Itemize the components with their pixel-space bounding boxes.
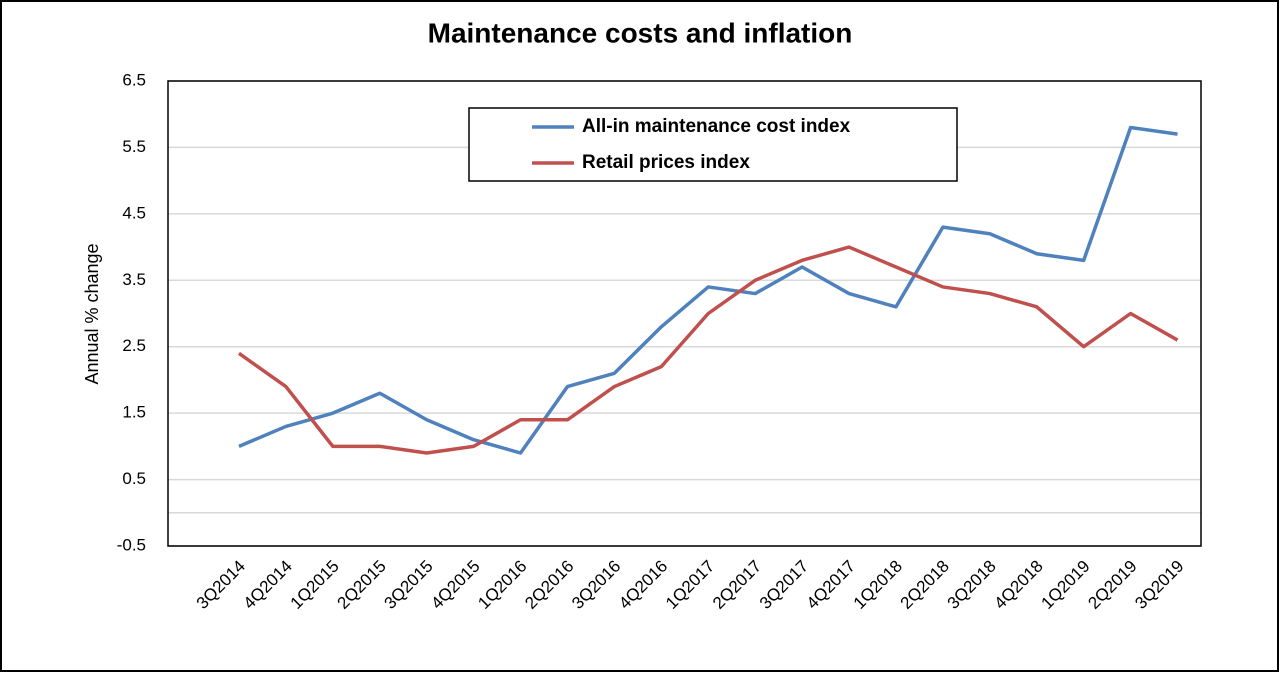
y-tick-label: -0.5 <box>117 535 146 554</box>
series-line <box>238 125 1178 455</box>
chart-title: Maintenance costs and inflation <box>428 17 853 48</box>
y-tick-label: 2.5 <box>122 336 146 355</box>
y-tick-label: 4.5 <box>122 203 146 222</box>
y-tick-label: 0.5 <box>122 469 146 488</box>
y-tick-label: 5.5 <box>122 137 146 156</box>
legend-label: Retail prices index <box>582 152 750 173</box>
legend-label: All-in maintenance cost index <box>582 116 851 137</box>
plot-area <box>167 80 1202 547</box>
legend-box <box>468 107 958 182</box>
y-tick-label: 3.5 <box>122 270 146 289</box>
y-tick-label: 1.5 <box>122 403 146 422</box>
y-axis-label: Annual % change <box>82 243 102 384</box>
y-tick-label: 6.5 <box>122 70 146 89</box>
series-line <box>237 245 1179 455</box>
